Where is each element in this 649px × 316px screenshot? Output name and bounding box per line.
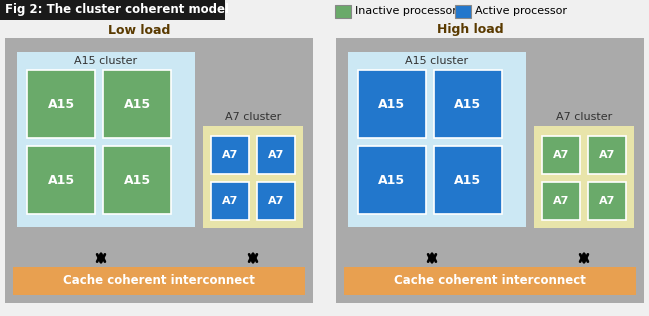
Text: Low load: Low load	[108, 23, 170, 37]
Text: A15: A15	[47, 98, 75, 111]
Bar	[103, 70, 171, 138]
Text: A7: A7	[553, 150, 569, 160]
Bar	[348, 52, 526, 227]
Text: A7: A7	[222, 150, 238, 160]
Bar	[542, 136, 580, 174]
Text: Cache coherent interconnect: Cache coherent interconnect	[394, 275, 586, 288]
Text: A7: A7	[553, 196, 569, 206]
Text: A7 cluster: A7 cluster	[225, 112, 281, 122]
Text: A15: A15	[454, 173, 482, 186]
Bar	[0, 0, 225, 20]
Text: A15 cluster: A15 cluster	[75, 56, 138, 66]
Text: A15 cluster: A15 cluster	[406, 56, 469, 66]
Text: A7: A7	[268, 150, 284, 160]
Bar	[211, 136, 249, 174]
Text: A7: A7	[599, 150, 615, 160]
Bar	[344, 267, 636, 295]
Text: A7: A7	[599, 196, 615, 206]
Text: A7 cluster: A7 cluster	[556, 112, 612, 122]
Text: Fig 2: The cluster coherent model: Fig 2: The cluster coherent model	[5, 3, 229, 16]
Bar	[257, 182, 295, 220]
Bar	[434, 146, 502, 214]
Bar	[17, 52, 195, 227]
Text: A15: A15	[378, 173, 406, 186]
Bar	[336, 38, 644, 303]
Bar	[542, 182, 580, 220]
Text: A15: A15	[123, 173, 151, 186]
Bar	[13, 267, 305, 295]
Bar	[203, 126, 303, 228]
Bar	[335, 5, 351, 18]
Text: Cache coherent interconnect: Cache coherent interconnect	[63, 275, 255, 288]
Bar	[5, 38, 313, 303]
Bar	[455, 5, 471, 18]
Bar	[358, 70, 426, 138]
Text: A7: A7	[268, 196, 284, 206]
Text: Inactive processor: Inactive processor	[355, 7, 457, 16]
Text: A7: A7	[222, 196, 238, 206]
Bar	[211, 182, 249, 220]
Bar	[588, 136, 626, 174]
Bar	[27, 70, 95, 138]
Text: High load: High load	[437, 23, 504, 37]
Bar	[434, 70, 502, 138]
Bar	[257, 136, 295, 174]
Text: A15: A15	[454, 98, 482, 111]
Bar	[103, 146, 171, 214]
Bar	[27, 146, 95, 214]
Bar	[588, 182, 626, 220]
Text: A15: A15	[378, 98, 406, 111]
Text: A15: A15	[123, 98, 151, 111]
Bar	[358, 146, 426, 214]
Bar	[534, 126, 634, 228]
Text: Active processor: Active processor	[475, 7, 567, 16]
Text: A15: A15	[47, 173, 75, 186]
